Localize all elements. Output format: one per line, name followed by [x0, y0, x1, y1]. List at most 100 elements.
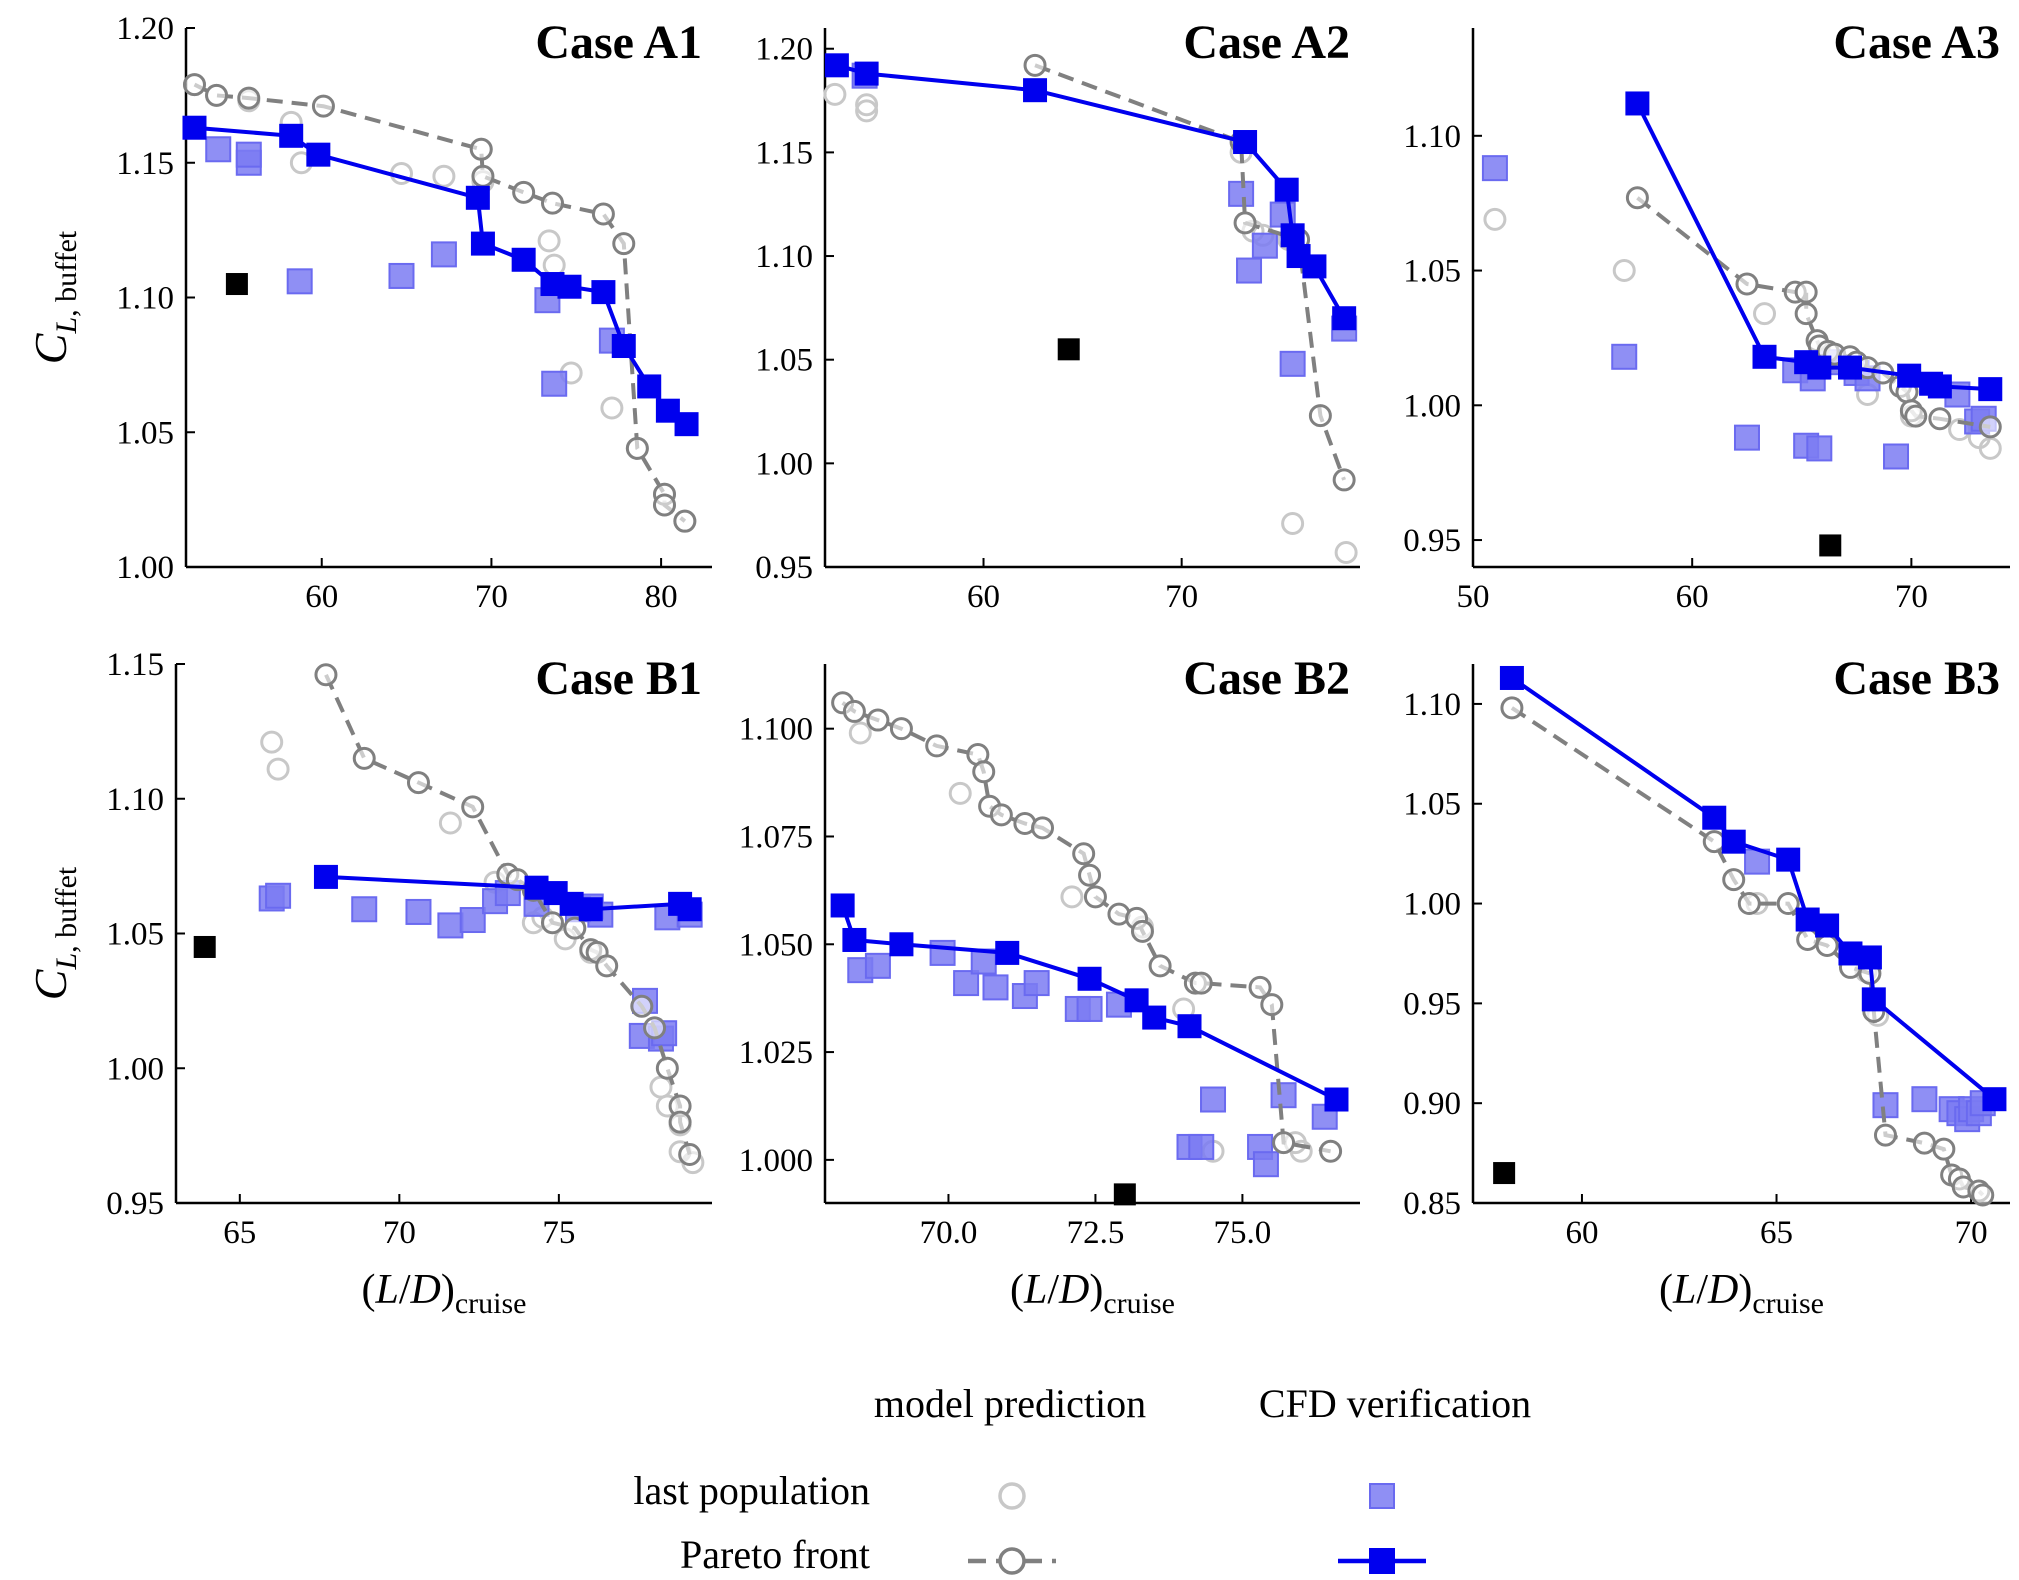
cfd-pareto-point	[1274, 177, 1299, 202]
panel-title: Case A1	[535, 16, 702, 69]
prediction-pareto-point	[512, 180, 536, 204]
prediction-pareto-point	[1912, 1131, 1936, 1155]
cfd-pareto-point	[830, 893, 855, 918]
panel-case-a3: 0.95 1.00 1.05 1.10 50 60 70 Case A3	[1403, 16, 2010, 615]
prediction-population-point	[1753, 302, 1777, 326]
prediction-population-point	[855, 99, 879, 123]
prediction-pareto-point	[1272, 1131, 1296, 1155]
prediction-pareto-point	[469, 137, 493, 161]
panel-case-b3: 0.85 0.90 0.95 1.00 1.05 1.10 60 65 70 Case B3 (L/…	[1403, 652, 2010, 1320]
legend-label-last-population: last population	[633, 1468, 870, 1513]
reference-point	[1113, 1183, 1136, 1206]
cfd-pareto-point	[1324, 1087, 1349, 1112]
panel-case-a2: 0.95 1.00 1.05 1.10 1.15 1.20 60 70 Case A2	[755, 16, 1360, 615]
cfd-population-point	[864, 952, 891, 979]
y-tick-label: 1.075	[739, 819, 813, 855]
cfd-population-point	[953, 970, 980, 997]
y-tick-label: 0.95	[1403, 986, 1461, 1022]
y-tick-label: 1.05	[1403, 787, 1461, 823]
y-tick-label: 0.95	[106, 1186, 164, 1222]
prediction-pareto-point	[1815, 933, 1839, 957]
cfd-pareto-point	[1807, 355, 1832, 380]
panel-title: Case A3	[1833, 16, 2000, 69]
panel-title: Case B2	[1183, 652, 1350, 705]
prediction-pareto-point	[842, 699, 866, 723]
cfd-population-point	[430, 241, 457, 268]
x-tick-label: 60	[1676, 579, 1709, 615]
cfd-population-point	[1611, 343, 1638, 370]
prediction-pareto-point	[1308, 404, 1332, 428]
cfd-pareto-point	[1815, 913, 1840, 938]
legend-header-cfd-verification: CFD verification	[1259, 1381, 1531, 1426]
y-tick-label: 1.15	[106, 647, 164, 683]
prediction-pareto-point	[1702, 830, 1726, 854]
x-tick-label: 70	[1895, 579, 1928, 615]
legend-label-pareto-front: Pareto front	[680, 1532, 870, 1577]
legend: model prediction CFD verification last p…	[633, 1381, 1531, 1577]
prediction-pareto-point	[471, 164, 495, 188]
cfd-pareto-point	[1978, 377, 2003, 402]
prediction-pareto-point	[352, 746, 376, 770]
cfd-population-point	[1188, 1133, 1215, 1160]
cfd-pareto-point	[1233, 130, 1258, 155]
cfd-population-point	[351, 896, 378, 923]
cfd-population-point	[1806, 435, 1833, 462]
x-tick-label: 70	[475, 579, 508, 615]
cfd-population-point	[286, 268, 313, 295]
cfd-pareto-point	[854, 61, 879, 86]
prediction-pareto-point	[989, 803, 1013, 827]
cfd-population-point	[459, 907, 486, 934]
prediction-pareto-point	[237, 86, 261, 110]
cfd-pareto-point	[1897, 363, 1922, 388]
x-tick-label: 70	[1955, 1215, 1988, 1251]
y-tick-label: 1.10	[116, 281, 174, 317]
y-tick-label: 0.85	[1403, 1186, 1461, 1222]
prediction-pareto-point	[652, 493, 676, 517]
prediction-pareto-point	[1722, 868, 1746, 892]
legend-marker-cfd-population	[1369, 1483, 1395, 1509]
reference-point	[193, 935, 216, 958]
y-axis-label: CL, buffet	[25, 230, 83, 364]
cfd-population-point	[1247, 1133, 1274, 1160]
prediction-pareto-point	[1072, 842, 1096, 866]
y-tick-label: 0.95	[1403, 523, 1461, 559]
cfd-population-point	[1228, 180, 1255, 207]
prediction-pareto-point	[1796, 927, 1820, 951]
panel-case-a1: 1.00 1.05 1.10 1.15 1.20 60 70 80 Case A1 CL, buf…	[25, 11, 712, 615]
prediction-pareto-point	[1031, 816, 1055, 840]
prediction-population-point	[537, 229, 561, 253]
prediction-pareto-point	[311, 94, 335, 118]
x-axis-label: (L/D)cruise	[1010, 1267, 1175, 1320]
prediction-pareto-point	[972, 760, 996, 784]
x-tick-label: 80	[645, 579, 678, 615]
prediction-pareto-point	[1737, 892, 1761, 916]
cfd-pareto-point	[1280, 223, 1305, 248]
cfd-pareto-point	[182, 115, 207, 140]
prediction-pareto-point	[1023, 53, 1047, 77]
prediction-population-point	[1289, 1139, 1313, 1163]
cfd-pareto-point	[557, 274, 582, 299]
prediction-pareto-point	[1332, 468, 1356, 492]
prediction-pareto-point	[889, 717, 913, 741]
prediction-population-point	[1334, 540, 1358, 564]
cfd-population-point	[1883, 443, 1910, 470]
prediction-pareto-line	[1510, 706, 1985, 1197]
prediction-pareto-point	[461, 795, 485, 819]
cfd-pareto-point	[1332, 306, 1357, 331]
cfd-pareto-point	[1776, 847, 1801, 872]
cfd-pareto-point	[306, 142, 331, 167]
prediction-population-point	[1483, 207, 1507, 231]
prediction-pareto-point	[541, 191, 565, 215]
prediction-population-point	[1612, 259, 1636, 283]
prediction-pareto-point	[1932, 1137, 1956, 1161]
prediction-pareto-line	[841, 701, 1331, 1154]
y-tick-label: 1.000	[739, 1143, 813, 1179]
x-tick-label: 65	[223, 1215, 256, 1251]
cfd-pareto-point	[1077, 966, 1102, 991]
prediction-pareto-point	[655, 1056, 679, 1080]
prediction-population-point	[948, 781, 972, 805]
y-tick-label: 1.00	[1403, 887, 1461, 923]
cfd-pareto-point	[1837, 355, 1862, 380]
cfd-population-point	[982, 974, 1009, 1001]
